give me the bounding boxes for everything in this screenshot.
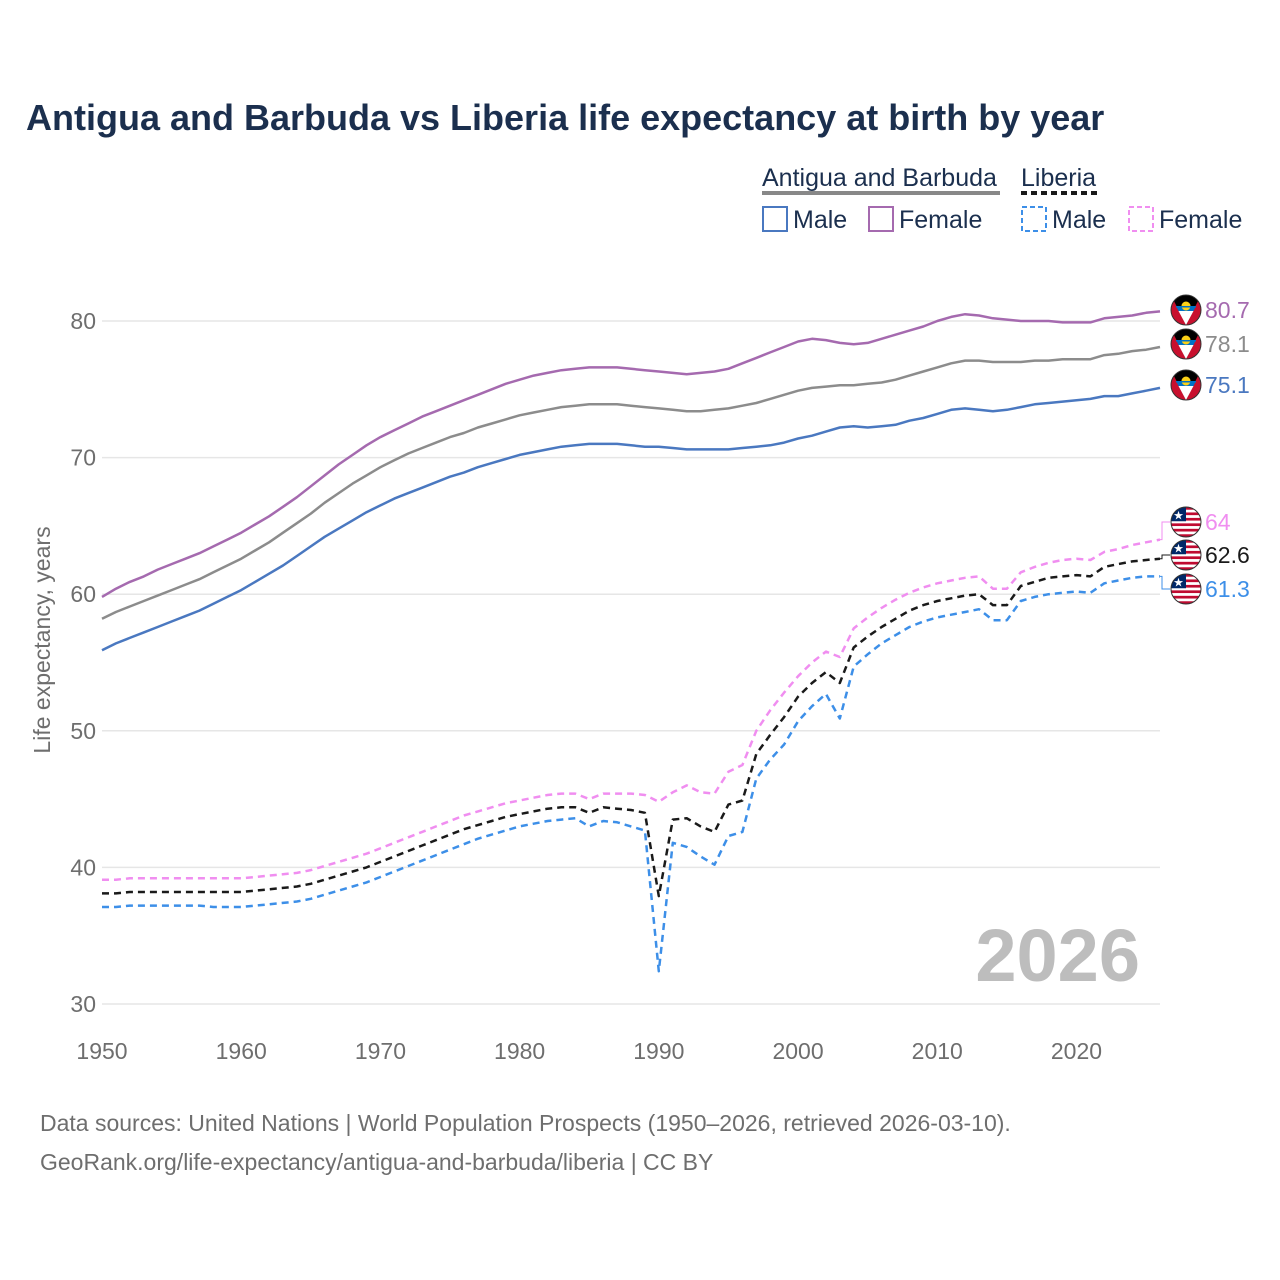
legend-swatch-antigua-female [868, 206, 894, 232]
end-value-label: 75.1 [1205, 372, 1250, 398]
legend-label-liberia-male: Male [1052, 206, 1106, 234]
end-connector [1160, 521, 1170, 541]
source-line-1: Data sources: United Nations | World Pop… [40, 1110, 1011, 1136]
svg-text:★: ★ [1173, 576, 1184, 590]
series-line-antigua-and-barbuda-total [101, 345, 1161, 620]
year-watermark: 2026 [975, 914, 1140, 997]
end-value-label: 78.1 [1205, 331, 1250, 357]
y-tick-label: 70 [70, 445, 96, 471]
svg-text:★: ★ [1173, 509, 1184, 523]
end-marker-antigua-and-barbuda-female: 80.7 [1170, 294, 1250, 326]
antigua-flag-icon [1171, 370, 1201, 400]
end-marker-liberia-female: ★ 64 [1160, 506, 1231, 541]
legend-group-liberia: Liberia [1021, 164, 1096, 192]
end-value-label: 80.7 [1205, 297, 1250, 323]
x-tick-label: 1960 [216, 1038, 267, 1064]
y-tick-label: 60 [70, 581, 96, 607]
y-tick-label: 50 [70, 718, 96, 744]
x-tick-label: 1980 [494, 1038, 545, 1064]
x-tick-label: 1990 [633, 1038, 684, 1064]
y-axis-ticks: 30 40 50 60 70 80 [70, 308, 96, 1017]
chart-title: Antigua and Barbuda vs Liberia life expe… [26, 97, 1104, 138]
legend-label-antigua-male: Male [793, 206, 847, 234]
series-line-liberia-female [102, 538, 1161, 881]
end-marker-antigua-and-barbuda-male: 75.1 [1170, 369, 1250, 401]
end-marker-liberia-total: ★ 62.6 [1160, 539, 1250, 571]
legend-swatch-liberia-male [1021, 206, 1047, 232]
x-tick-label: 1950 [76, 1038, 127, 1064]
legend-swatch-liberia-female [1128, 206, 1154, 232]
end-value-label: 61.3 [1205, 576, 1250, 602]
end-marker-antigua-and-barbuda-total: 78.1 [1170, 328, 1250, 360]
gridlines [102, 320, 1160, 1005]
source-line-2: GeoRank.org/life-expectancy/antigua-and-… [40, 1149, 713, 1175]
series-line-liberia-male [102, 575, 1160, 973]
liberia-flag-icon: ★ [1171, 540, 1201, 570]
series-line-antigua-and-barbuda-male [101, 386, 1161, 652]
end-connector [1160, 575, 1170, 590]
end-connector [1160, 554, 1170, 560]
x-tick-label: 2000 [772, 1038, 823, 1064]
legend-label-antigua-female: Female [899, 206, 982, 234]
end-marker-liberia-male: ★ 61.3 [1160, 573, 1250, 605]
antigua-flag-icon [1171, 295, 1201, 325]
liberia-flag-icon: ★ [1171, 574, 1201, 604]
x-tick-label: 1970 [355, 1038, 406, 1064]
end-value-label: 64 [1205, 509, 1231, 535]
series-lines [101, 310, 1161, 973]
y-axis-label: Life expectancy, years [29, 526, 55, 753]
series-line-liberia-total [102, 557, 1161, 898]
x-axis-ticks: 1950 1960 1970 1980 1990 2000 2010 2020 [76, 1038, 1102, 1064]
x-tick-label: 2020 [1051, 1038, 1102, 1064]
end-markers: 80.7 78.1 75.1 ★ 64 ★ 62.6 ★ 61.3 [1160, 294, 1250, 605]
legend-label-liberia-female: Female [1159, 206, 1242, 234]
y-tick-label: 80 [70, 308, 96, 334]
end-value-label: 62.6 [1205, 542, 1250, 568]
antigua-flag-icon [1171, 329, 1201, 359]
x-tick-label: 2010 [912, 1038, 963, 1064]
series-line-antigua-and-barbuda-female [101, 310, 1161, 598]
y-tick-label: 30 [70, 991, 96, 1017]
svg-text:★: ★ [1173, 542, 1184, 556]
legend: Antigua and Barbuda Male Female Liberia … [762, 164, 1242, 234]
legend-swatch-antigua-male [762, 206, 788, 232]
legend-group-antigua: Antigua and Barbuda [762, 164, 997, 192]
y-tick-label: 40 [70, 854, 96, 880]
